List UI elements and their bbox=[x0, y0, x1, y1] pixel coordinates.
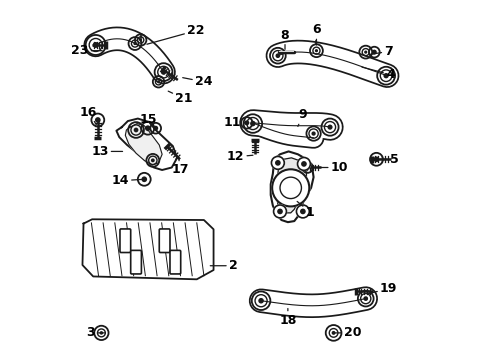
Circle shape bbox=[139, 39, 142, 41]
Text: 7: 7 bbox=[369, 45, 393, 58]
Text: 23: 23 bbox=[71, 44, 102, 57]
Circle shape bbox=[301, 161, 307, 167]
Circle shape bbox=[145, 125, 151, 131]
Text: 14: 14 bbox=[111, 174, 142, 187]
Circle shape bbox=[142, 176, 147, 182]
Circle shape bbox=[305, 165, 310, 170]
Text: 9: 9 bbox=[298, 108, 307, 126]
Circle shape bbox=[300, 208, 306, 214]
Circle shape bbox=[273, 205, 287, 218]
Circle shape bbox=[312, 131, 316, 136]
Circle shape bbox=[327, 125, 333, 130]
Text: 24: 24 bbox=[183, 75, 213, 88]
Text: 19: 19 bbox=[368, 282, 397, 295]
Circle shape bbox=[258, 298, 264, 303]
Circle shape bbox=[157, 80, 160, 83]
Text: 12: 12 bbox=[227, 150, 253, 163]
Text: 15: 15 bbox=[139, 113, 157, 131]
Circle shape bbox=[364, 50, 368, 54]
Circle shape bbox=[315, 49, 318, 52]
Circle shape bbox=[151, 158, 155, 162]
Text: 6: 6 bbox=[312, 23, 321, 45]
Circle shape bbox=[272, 169, 309, 206]
Polygon shape bbox=[125, 123, 162, 165]
FancyBboxPatch shape bbox=[159, 229, 170, 252]
Circle shape bbox=[99, 331, 103, 335]
Circle shape bbox=[134, 128, 138, 132]
FancyBboxPatch shape bbox=[131, 250, 142, 274]
Text: 22: 22 bbox=[147, 24, 205, 44]
Text: 5: 5 bbox=[380, 153, 398, 166]
Text: 18: 18 bbox=[279, 309, 296, 327]
FancyBboxPatch shape bbox=[170, 250, 181, 274]
Text: 11: 11 bbox=[223, 116, 248, 129]
Circle shape bbox=[373, 157, 379, 162]
Circle shape bbox=[250, 121, 256, 126]
Circle shape bbox=[296, 205, 309, 218]
Circle shape bbox=[332, 331, 336, 335]
Circle shape bbox=[364, 296, 368, 301]
Text: 20: 20 bbox=[335, 327, 362, 339]
Circle shape bbox=[297, 157, 310, 170]
FancyBboxPatch shape bbox=[120, 229, 131, 252]
Polygon shape bbox=[270, 152, 314, 222]
Text: 3: 3 bbox=[86, 327, 105, 339]
Text: 16: 16 bbox=[80, 105, 97, 125]
Polygon shape bbox=[117, 118, 177, 170]
Circle shape bbox=[277, 208, 283, 214]
Polygon shape bbox=[82, 219, 214, 279]
Circle shape bbox=[133, 42, 137, 45]
Text: 17: 17 bbox=[171, 159, 189, 176]
Text: 10: 10 bbox=[318, 161, 348, 174]
Circle shape bbox=[271, 157, 284, 169]
Polygon shape bbox=[276, 158, 306, 213]
Text: 1: 1 bbox=[297, 201, 315, 219]
Text: 2: 2 bbox=[210, 259, 238, 272]
Circle shape bbox=[372, 50, 377, 55]
Circle shape bbox=[275, 53, 280, 58]
Text: 21: 21 bbox=[168, 91, 193, 105]
Text: 13: 13 bbox=[91, 145, 122, 158]
Circle shape bbox=[153, 126, 158, 131]
Circle shape bbox=[245, 120, 249, 125]
Text: 8: 8 bbox=[281, 29, 289, 49]
Text: 4: 4 bbox=[362, 67, 395, 81]
Circle shape bbox=[383, 73, 389, 78]
Circle shape bbox=[161, 69, 166, 75]
Circle shape bbox=[93, 42, 98, 48]
Circle shape bbox=[275, 160, 281, 166]
Circle shape bbox=[95, 117, 100, 123]
